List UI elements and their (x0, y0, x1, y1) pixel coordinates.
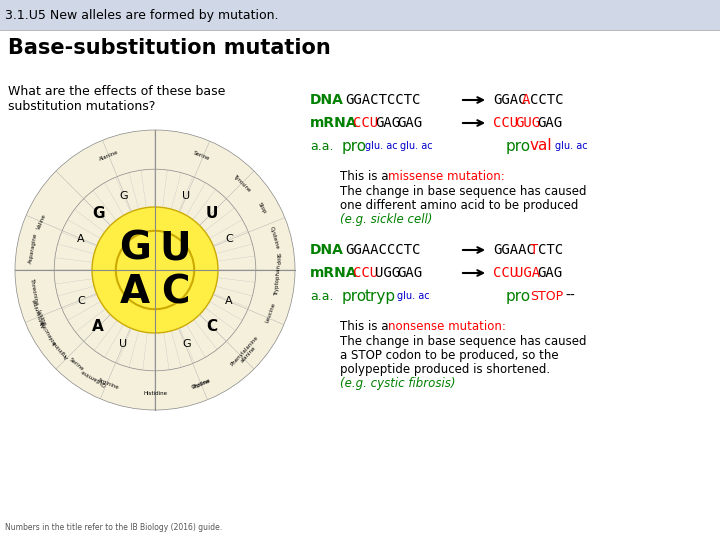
Circle shape (92, 207, 218, 333)
Text: G: G (92, 206, 104, 220)
Text: Alanine: Alanine (99, 150, 120, 162)
Text: glu. ac: glu. ac (400, 141, 433, 151)
Text: pro: pro (342, 138, 367, 153)
Text: a STOP codon to be produced, so the: a STOP codon to be produced, so the (340, 349, 559, 362)
Text: Stop: Stop (256, 202, 267, 215)
Text: DNA: DNA (310, 93, 344, 107)
Text: The change in base sequence has caused: The change in base sequence has caused (340, 335, 587, 348)
Text: glu. ac: glu. ac (555, 141, 588, 151)
Text: Threonine: Threonine (29, 278, 39, 305)
Text: T: T (530, 243, 539, 257)
Text: (e.g. cystic fibrosis): (e.g. cystic fibrosis) (340, 377, 456, 390)
Text: Leucine: Leucine (265, 301, 276, 323)
Text: GAG: GAG (537, 266, 562, 280)
Text: A: A (522, 93, 531, 107)
Text: UGA: UGA (515, 266, 540, 280)
Text: Base-substitution mutation: Base-substitution mutation (8, 38, 330, 58)
Text: Serine: Serine (192, 150, 210, 161)
Text: mRNA: mRNA (310, 266, 358, 280)
Text: glu. ac: glu. ac (397, 291, 430, 301)
Text: (e.g. sickle cell): (e.g. sickle cell) (340, 213, 433, 226)
Text: Isoleucine: Isoleucine (39, 319, 58, 345)
Text: Asparagine: Asparagine (29, 233, 39, 265)
Text: A: A (77, 233, 85, 244)
Text: A: A (120, 273, 150, 311)
Text: 3.1.U5 New alleles are formed by mutation.: 3.1.U5 New alleles are formed by mutatio… (5, 10, 279, 23)
Text: Histidine: Histidine (143, 391, 167, 396)
Text: DNA: DNA (310, 243, 344, 257)
Text: one different amino acid to be produced: one different amino acid to be produced (340, 199, 578, 213)
Text: U: U (159, 229, 191, 267)
FancyBboxPatch shape (0, 0, 720, 30)
Text: The change in base sequence has caused: The change in base sequence has caused (340, 186, 587, 199)
Text: Cysteine: Cysteine (269, 226, 279, 250)
Text: CCTC: CCTC (530, 93, 564, 107)
Text: pro: pro (506, 288, 531, 303)
Text: mRNA: mRNA (310, 116, 358, 130)
Text: Serine: Serine (68, 357, 84, 372)
Text: GAG: GAG (537, 116, 562, 130)
Text: val: val (530, 138, 553, 153)
Text: Arginine: Arginine (97, 377, 120, 391)
Text: Methionine: Methionine (32, 297, 47, 327)
Text: CCU: CCU (353, 116, 378, 130)
Text: Arginine: Arginine (51, 339, 70, 360)
Text: This is a: This is a (340, 170, 392, 183)
Text: This is a: This is a (340, 320, 392, 333)
Text: Lysine: Lysine (36, 309, 48, 327)
Circle shape (116, 231, 194, 309)
Text: Tryptophan: Tryptophan (274, 265, 282, 296)
Text: tryp: tryp (365, 288, 396, 303)
Text: U: U (182, 191, 191, 201)
Text: CCU: CCU (493, 116, 518, 130)
Text: CCU: CCU (353, 266, 378, 280)
Text: A: A (225, 296, 233, 307)
Text: CTC: CTC (538, 243, 563, 257)
Text: Tyrosine: Tyrosine (233, 173, 252, 193)
Text: a.a.: a.a. (310, 139, 333, 152)
Text: U: U (206, 206, 218, 220)
Circle shape (15, 130, 295, 410)
Text: GAG: GAG (397, 266, 422, 280)
Text: Stop: Stop (275, 253, 281, 266)
Text: GGAC: GGAC (493, 93, 526, 107)
Text: G: G (119, 229, 151, 267)
Text: Glycine: Glycine (191, 378, 212, 390)
Text: GGAACCCTC: GGAACCCTC (345, 243, 420, 257)
Text: nonsense mutation:: nonsense mutation: (388, 320, 506, 333)
Text: pro: pro (506, 138, 531, 153)
Text: GUG: GUG (515, 116, 540, 130)
Text: GAG: GAG (375, 116, 400, 130)
Text: Valine: Valine (36, 213, 48, 231)
Text: GAG: GAG (397, 116, 422, 130)
Text: UGG: UGG (375, 266, 400, 280)
Text: GGACTCCTC: GGACTCCTC (345, 93, 420, 107)
Text: Glutamine: Glutamine (80, 367, 107, 386)
Text: G: G (120, 191, 128, 201)
Text: a.a.: a.a. (310, 289, 333, 302)
Text: C: C (161, 273, 189, 311)
Text: Numbers in the title refer to the IB Biology (2016) guide.: Numbers in the title refer to the IB Bio… (5, 523, 222, 532)
Text: CCU: CCU (493, 266, 518, 280)
Text: --: -- (565, 289, 575, 303)
Circle shape (54, 169, 256, 371)
Text: missense mutation:: missense mutation: (388, 170, 505, 183)
Text: G: G (182, 339, 191, 349)
Text: C: C (225, 233, 233, 244)
Text: U: U (120, 339, 127, 349)
Text: glu. ac: glu. ac (365, 141, 397, 151)
Text: STOP: STOP (530, 289, 563, 302)
Text: pro: pro (342, 288, 367, 303)
Text: Phenylalanine
alanine: Phenylalanine alanine (230, 334, 264, 370)
Text: polypeptide produced is shortened.: polypeptide produced is shortened. (340, 363, 550, 376)
Text: A: A (92, 320, 104, 334)
Text: C: C (77, 296, 85, 307)
Text: GGAAC: GGAAC (493, 243, 535, 257)
Text: C: C (207, 320, 217, 334)
Text: Proline: Proline (192, 379, 211, 390)
Text: What are the effects of these base
substitution mutations?: What are the effects of these base subst… (8, 85, 225, 113)
